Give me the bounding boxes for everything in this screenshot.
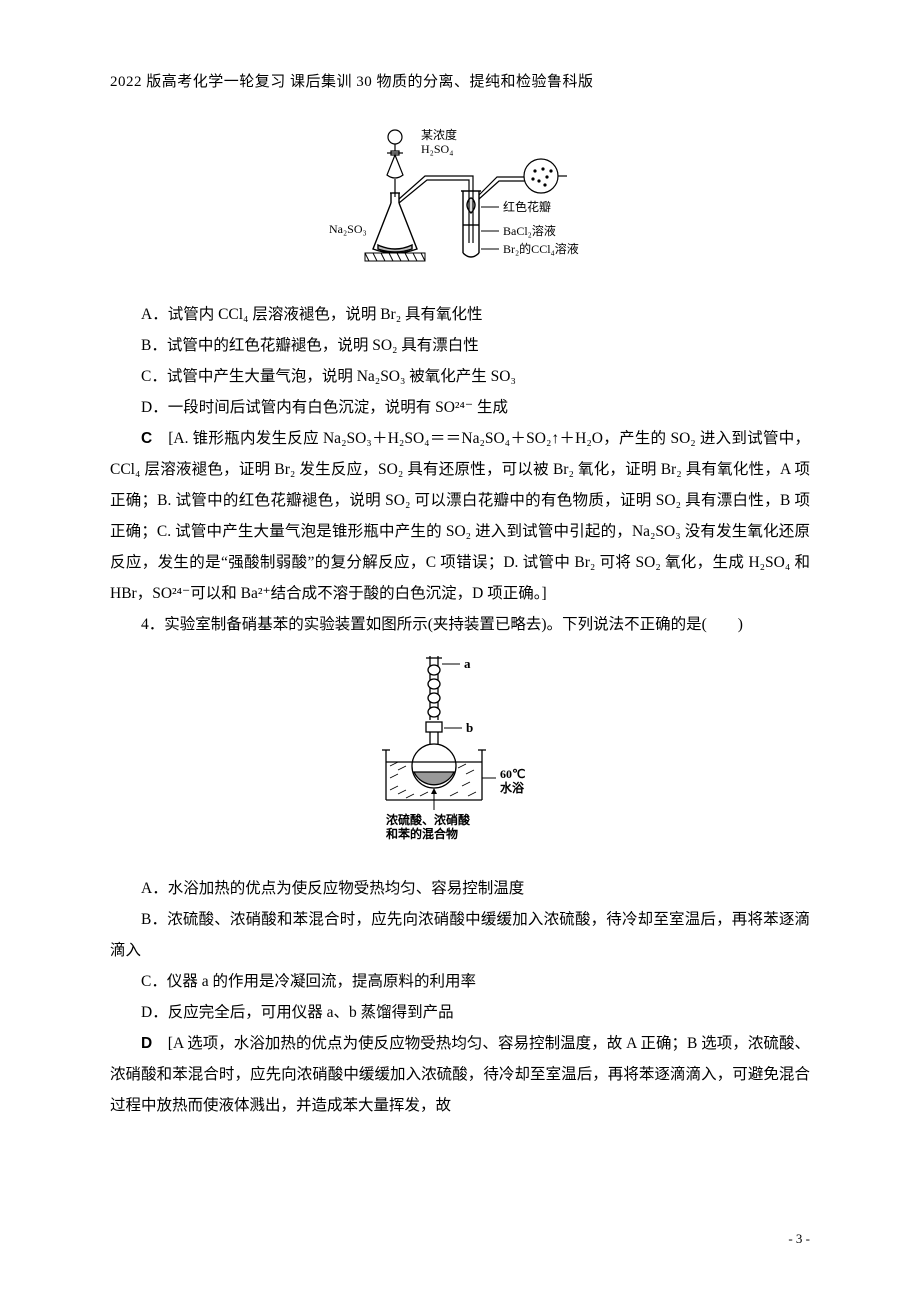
q3-answer-letter: C — [141, 430, 152, 447]
fig1-label-na2so3: Na₂SO₃ — [329, 222, 367, 236]
figure-q3: 某浓度 H₂SO₄ Na₂SO₃ 红色花瓣 BaCl₂溶液 Br₂的CCl₄溶液 — [110, 121, 810, 281]
fig2-label-mix2: 和苯的混合物 — [385, 826, 458, 841]
figure-q4: a b 60℃ 水浴 浓硫酸、浓硝酸 和苯的混合物 — [110, 650, 810, 855]
q4-option-c: C．仪器 a 的作用是冷凝回流，提高原料的利用率 — [110, 966, 810, 997]
q3-option-b: B．试管中的红色花瓣褪色，说明 SO₂ 具有漂白性 — [110, 330, 810, 361]
fig2-label-mix1: 浓硫酸、浓硝酸 — [386, 812, 471, 827]
fig1-label-h2so4: H₂SO₄ — [421, 142, 453, 156]
fig1-label-br2: Br₂的CCl₄溶液 — [503, 241, 579, 256]
fig2-label-temp: 60℃ — [500, 767, 525, 781]
q4-option-a: A．水浴加热的优点为使反应物受热均匀、容易控制温度 — [110, 873, 810, 904]
fig1-label-bacl2: BaCl₂溶液 — [503, 223, 556, 238]
page-header: 2022 版高考化学一轮复习 课后集训 30 物质的分离、提纯和检验鲁科版 — [110, 70, 810, 91]
q3-explanation: C [A. 锥形瓶内发生反应 Na₂SO₃＋H₂SO₄＝＝Na₂SO₄＋SO₂↑… — [110, 423, 810, 609]
q4-option-b: B．浓硫酸、浓硝酸和苯混合时，应先向浓硝酸中缓缓加入浓硫酸，待冷却至室温后，再将… — [110, 904, 810, 966]
q3-option-a: A．试管内 CCl₄ 层溶液褪色，说明 Br₂ 具有氧化性 — [110, 299, 810, 330]
fig2-label-b: b — [466, 720, 473, 735]
fig2-label-a: a — [464, 656, 471, 671]
fig1-label-h2so4-top: 某浓度 — [421, 127, 457, 142]
q4-explanation-text: [A 选项，水浴加热的优点为使反应物受热均匀、容易控制温度，故 A 正确；B 选… — [110, 1035, 810, 1114]
q4-explanation: D [A 选项，水浴加热的优点为使反应物受热均匀、容易控制温度，故 A 正确；B… — [110, 1028, 810, 1121]
q3-option-d: D．一段时间后试管内有白色沉淀，说明有 SO²⁴⁻ 生成 — [110, 392, 810, 423]
q4-option-d: D．反应完全后，可用仪器 a、b 蒸馏得到产品 — [110, 997, 810, 1028]
q3-explanation-text: [A. 锥形瓶内发生反应 Na₂SO₃＋H₂SO₄＝＝Na₂SO₄＋SO₂↑＋H… — [110, 430, 810, 602]
page-number: - 3 - — [788, 1231, 810, 1247]
q3-option-c: C．试管中产生大量气泡，说明 Na₂SO₃ 被氧化产生 SO₃ — [110, 361, 810, 392]
fig1-label-petal: 红色花瓣 — [503, 199, 551, 214]
fig2-label-bath: 水浴 — [500, 780, 525, 795]
q4-answer-letter: D — [141, 1035, 152, 1052]
q4-stem: 4．实验室制备硝基苯的实验装置如图所示(夹持装置已略去)。下列说法不正确的是( … — [110, 609, 810, 640]
